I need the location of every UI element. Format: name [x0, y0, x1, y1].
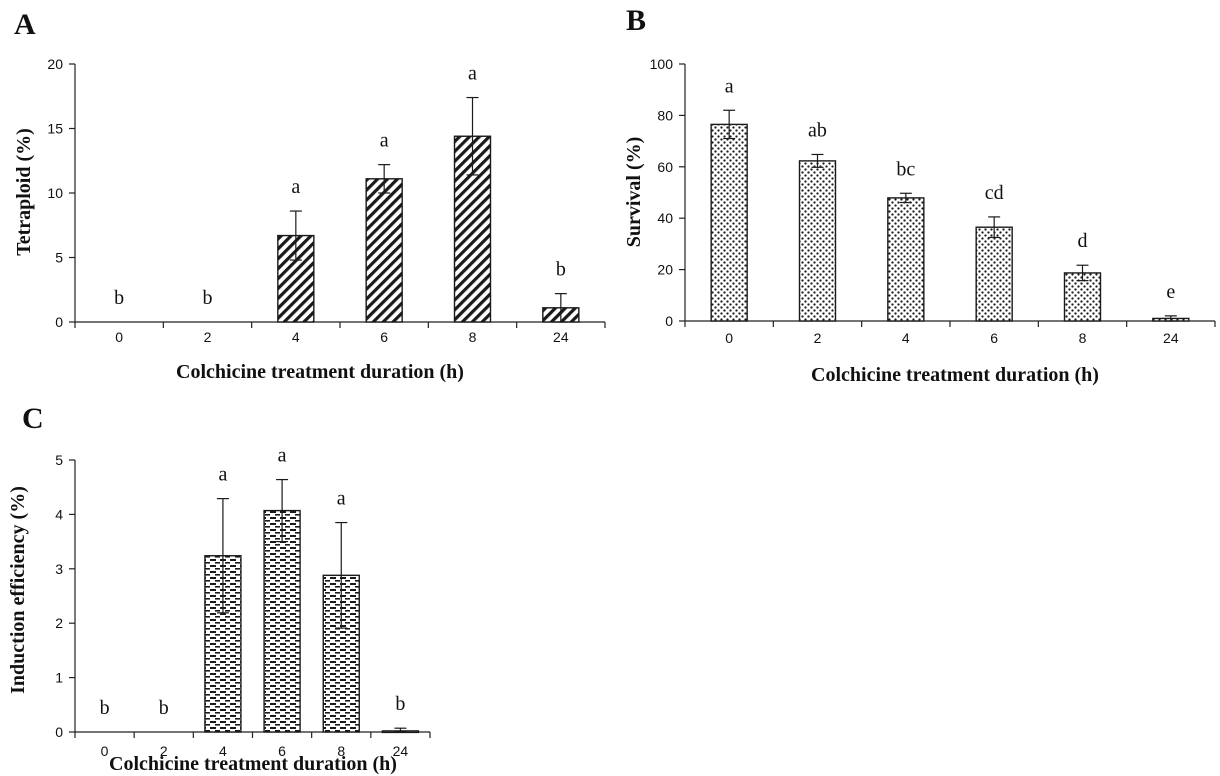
bar-a-6 [365, 178, 403, 323]
y-tick-label-c-3: 3 [55, 561, 63, 577]
y-tick-label-b-4: 80 [657, 107, 673, 123]
x-tick-label-a-3: 6 [380, 329, 388, 345]
x-tick-label-a-1: 2 [204, 329, 212, 345]
x-tick-label-a-0: 0 [115, 329, 123, 345]
x-tick-label-a-5: 24 [553, 329, 569, 345]
y-tick-label-b-2: 40 [657, 210, 673, 226]
y-tick-label-a-4: 20 [47, 56, 63, 72]
y-axis-title-a: Tetraploid (%) [13, 128, 35, 256]
x-tick-label-c-5: 24 [393, 743, 409, 759]
panel-letter-a: A [14, 8, 36, 41]
significance-label-b-6: cd [985, 182, 1004, 204]
y-axis-title-c: Induction efficiency (%) [7, 486, 29, 694]
significance-label-a-0: b [114, 287, 124, 309]
x-axis-title-c: Colchicine treatment duration (h) [109, 753, 397, 775]
x-axis-title-a: Colchicine treatment duration (h) [176, 361, 464, 383]
y-tick-label-a-3: 15 [47, 121, 63, 137]
x-tick-label-b-4: 8 [1079, 330, 1087, 346]
panel-a: A Tetraploid (%) Colchicine treatment du… [13, 8, 606, 383]
significance-label-c-0: b [100, 697, 110, 719]
panel-c: C Induction efficiency (%) Colchicine tr… [7, 402, 431, 775]
significance-label-b-2: ab [808, 119, 827, 141]
x-tick-label-c-0: 0 [101, 743, 109, 759]
y-tick-label-b-5: 100 [650, 56, 674, 72]
panel-letter-b: B [626, 4, 646, 37]
y-tick-label-a-1: 5 [55, 250, 63, 266]
significance-label-c-24: b [395, 693, 405, 715]
y-tick-label-a-2: 10 [47, 185, 63, 201]
significance-label-a-2: b [203, 287, 213, 309]
panel-b: B Survival (%) Colchicine treatment dura… [623, 4, 1216, 386]
significance-label-c-8: a [337, 488, 346, 510]
panel-letter-c: C [22, 402, 44, 435]
x-tick-label-c-2: 4 [219, 743, 227, 759]
y-tick-label-c-2: 2 [55, 615, 63, 631]
significance-label-b-4: bc [896, 158, 915, 180]
significance-label-a-6: a [380, 130, 389, 152]
x-tick-label-b-2: 4 [902, 330, 910, 346]
significance-label-a-24: b [556, 259, 566, 281]
y-tick-label-b-3: 60 [657, 159, 673, 175]
significance-label-c-6: a [278, 445, 287, 467]
significance-label-a-4: a [291, 176, 300, 198]
y-tick-label-c-4: 4 [55, 506, 63, 522]
y-tick-label-c-1: 1 [55, 670, 63, 686]
bar-b-0 [710, 123, 748, 322]
x-axis-title-b: Colchicine treatment duration (h) [811, 364, 1099, 386]
y-tick-label-a-0: 0 [55, 314, 63, 330]
y-tick-label-b-1: 20 [657, 262, 673, 278]
y-tick-label-b-0: 0 [665, 313, 673, 329]
x-tick-label-b-5: 24 [1163, 330, 1179, 346]
significance-label-b-0: a [725, 75, 734, 97]
significance-label-c-4: a [218, 464, 227, 486]
significance-label-b-8: d [1078, 230, 1088, 252]
bar-b-6 [975, 226, 1013, 322]
y-tick-label-c-0: 0 [55, 724, 63, 740]
x-tick-label-c-3: 6 [278, 743, 286, 759]
x-tick-label-c-1: 2 [160, 743, 168, 759]
bar-b-2 [798, 160, 837, 322]
bar-a-4 [277, 234, 315, 323]
significance-label-b-24: e [1166, 281, 1175, 303]
x-tick-label-a-4: 8 [469, 329, 477, 345]
significance-label-a-8: a [468, 63, 477, 85]
bar-c-6 [263, 509, 301, 733]
bar-b-4 [887, 197, 925, 322]
x-tick-label-c-4: 8 [337, 743, 345, 759]
x-tick-label-a-2: 4 [292, 329, 300, 345]
significance-label-c-2: b [159, 697, 169, 719]
x-tick-label-b-3: 6 [990, 330, 998, 346]
y-axis-title-b: Survival (%) [623, 137, 645, 248]
x-tick-label-b-1: 2 [814, 330, 822, 346]
x-tick-label-b-0: 0 [725, 330, 733, 346]
y-tick-label-c-5: 5 [55, 452, 63, 468]
